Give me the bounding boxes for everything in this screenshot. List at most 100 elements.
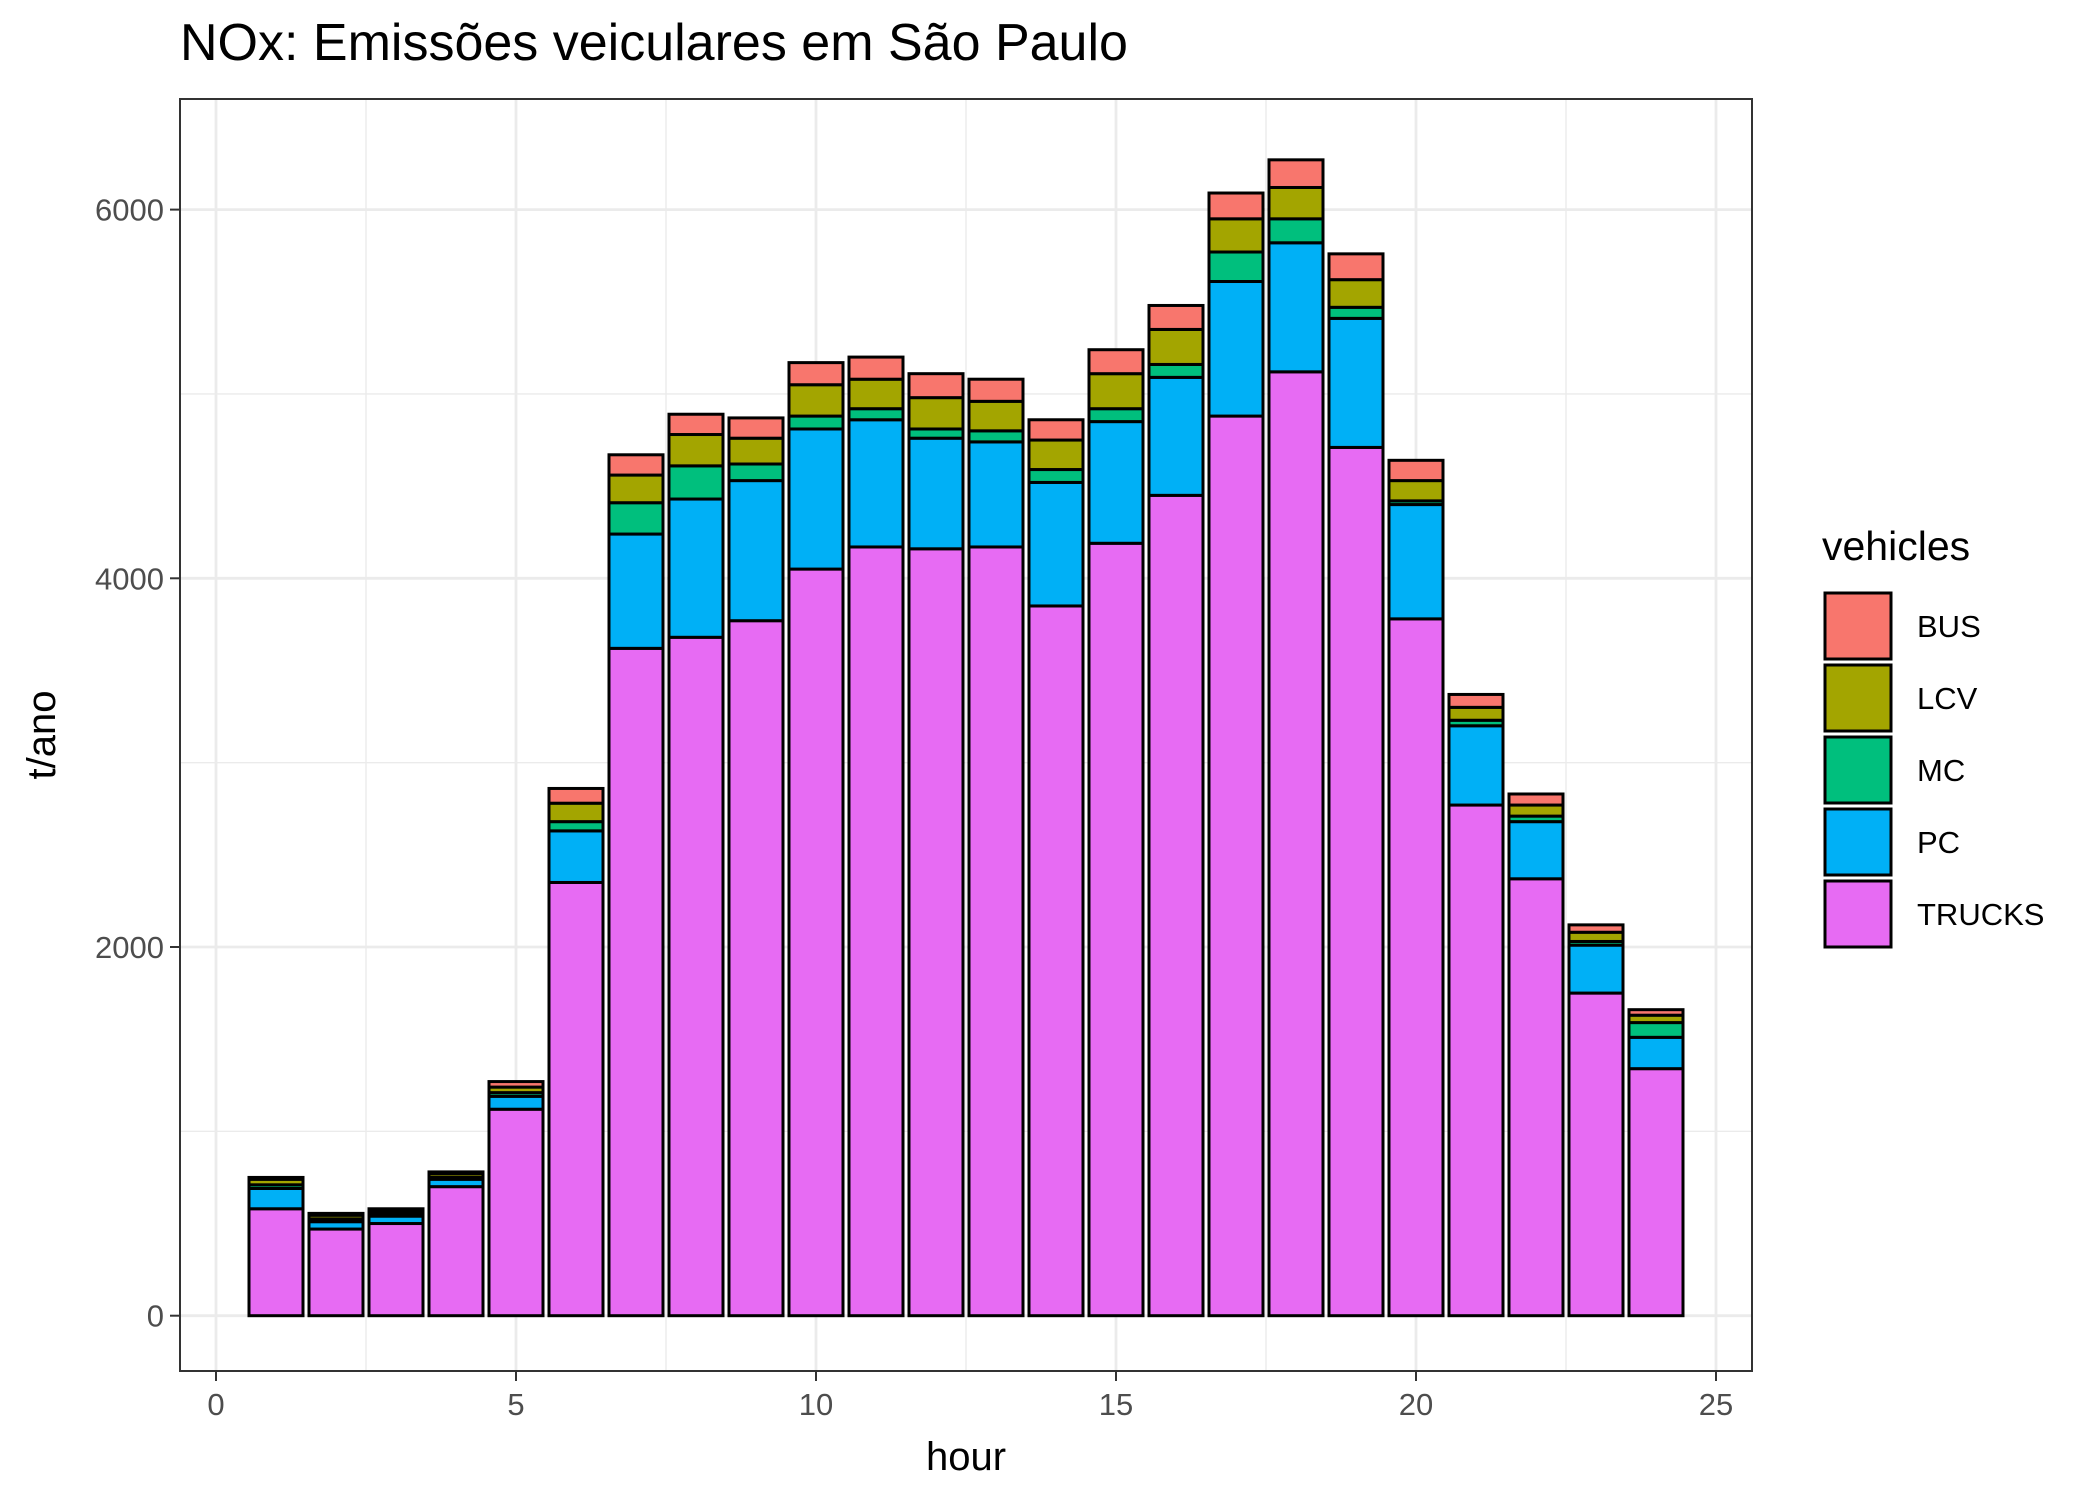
bar-segment-bus <box>1207 191 1265 221</box>
bar-segment-mc <box>787 414 845 431</box>
bar-segment-trucks <box>1027 604 1085 1318</box>
bar-segment-pc <box>1507 820 1565 881</box>
bar-segment-bus <box>307 1211 365 1217</box>
legend-label-mc: MC <box>1917 753 1965 788</box>
bar-segment-bus <box>1387 458 1445 483</box>
bar-segment-bus <box>1267 158 1325 189</box>
bar-segment-bus <box>967 377 1025 403</box>
bar-segment-pc <box>1267 241 1325 374</box>
bar-segment-pc <box>607 532 665 650</box>
legend-label-pc: PC <box>1917 825 1960 860</box>
y-tick-label: 0 <box>147 1299 164 1334</box>
bar-segment-mc <box>1207 250 1265 284</box>
bar-segment-bus <box>667 412 725 437</box>
bar-segment-trucks <box>967 545 1025 1318</box>
bar-segment-mc <box>1327 305 1385 320</box>
bar-segment-pc <box>1447 724 1505 807</box>
bar-segment-pc <box>787 427 845 571</box>
bar-segment-trucks <box>487 1107 545 1318</box>
x-tick-label: 20 <box>1399 1387 1433 1422</box>
bar-segment-pc <box>667 497 725 639</box>
bar-segment-lcv <box>667 433 725 468</box>
bar-segment-mc <box>1027 468 1085 484</box>
bar-segment-mc <box>967 429 1025 444</box>
bar-segment-bus <box>787 361 845 387</box>
bar-segment-bus <box>487 1080 545 1089</box>
bar-segment-trucks <box>787 567 845 1318</box>
bar-segment-trucks <box>847 545 905 1318</box>
bar-segment-bus <box>547 786 605 805</box>
bar-segment-trucks <box>1207 414 1265 1318</box>
bar-segment-trucks <box>1567 991 1625 1318</box>
legend: vehicles BUS LCV MC PC TRUCKS <box>1822 523 2044 949</box>
bar-segment-trucks <box>1387 617 1445 1318</box>
bar-segment-mc <box>727 462 785 483</box>
x-axis: 0 5 10 15 20 25 <box>207 1371 1733 1422</box>
bar-segment-pc <box>1207 280 1265 418</box>
bar-segment-lcv <box>1207 217 1265 254</box>
bar-segment-pc <box>967 440 1025 549</box>
y-tick-label: 2000 <box>95 930 164 965</box>
bar-segment-pc <box>1027 480 1085 608</box>
bar-segment-trucks <box>547 880 605 1318</box>
bar-segment-trucks <box>607 646 665 1318</box>
bar-segment-mc <box>1087 407 1145 424</box>
bar-segment-trucks <box>1507 877 1565 1318</box>
bar-segment-lcv <box>907 396 965 431</box>
bar-segment-trucks <box>247 1207 305 1318</box>
bar-segment-bus <box>1027 418 1085 442</box>
bar-segment-bus <box>247 1175 305 1181</box>
bar-segment-bus <box>1087 348 1145 376</box>
bar-segment-bus <box>847 355 905 381</box>
bar-segment-pc <box>247 1186 305 1211</box>
bar-segment-bus <box>1447 692 1505 709</box>
bar-segment-pc <box>727 479 785 623</box>
bar-segment-trucks <box>1447 803 1505 1318</box>
bar-segment-pc <box>1087 420 1145 545</box>
bar-segment-bus <box>907 372 965 400</box>
bar-segment-pc <box>847 418 905 549</box>
bar-segment-trucks <box>907 547 965 1318</box>
bar-segment-lcv <box>1447 705 1505 722</box>
legend-label-trucks: TRUCKS <box>1917 897 2044 932</box>
bar-segment-lcv <box>547 801 605 824</box>
chart-title: NOx: Emissões veiculares em São Paulo <box>180 14 1128 72</box>
bar-segment-trucks <box>1327 445 1385 1318</box>
bar-segment-mc <box>1627 1021 1685 1039</box>
y-axis-title: t/ano <box>20 691 64 780</box>
bar-segment-pc <box>487 1094 545 1111</box>
bar-segment-bus <box>1147 303 1205 331</box>
x-tick-label: 5 <box>507 1387 524 1422</box>
bar-segment-bus <box>1627 1008 1685 1017</box>
bar-segment-mc <box>1267 217 1325 245</box>
x-tick-label: 0 <box>207 1387 224 1422</box>
bar-segment-trucks <box>1147 493 1205 1318</box>
bar-segment-lcv <box>607 473 665 505</box>
bar-segment-bus <box>1567 923 1625 934</box>
bar-segment-lcv <box>1507 803 1565 818</box>
bar-segment-mc <box>667 464 725 501</box>
legend-label-bus: BUS <box>1917 609 1981 644</box>
bar-segment-pc <box>547 829 605 884</box>
bar-segment-lcv <box>1027 438 1085 472</box>
plot-panel-border <box>179 98 1753 1372</box>
bar-segment-pc <box>1147 375 1205 497</box>
bar-segment-pc <box>907 436 965 551</box>
legend-label-lcv: LCV <box>1917 681 1978 716</box>
bar-segment-bus <box>607 453 665 477</box>
y-tick-label: 6000 <box>95 193 164 228</box>
bar-segment-lcv <box>1387 479 1445 503</box>
bar-segment-trucks <box>367 1222 425 1318</box>
bar-segment-mc <box>847 407 905 422</box>
x-tick-label: 10 <box>799 1387 833 1422</box>
bar-segment-trucks <box>307 1227 365 1318</box>
bar-segment-bus <box>1327 252 1385 282</box>
x-tick-label: 25 <box>1699 1387 1733 1422</box>
bar-segment-bus <box>727 416 785 440</box>
legend-key-trucks <box>1823 879 1893 949</box>
bar-segment-lcv <box>727 436 785 466</box>
legend-title: vehicles <box>1822 523 1970 569</box>
bar-segment-trucks <box>427 1185 485 1318</box>
bar-segment-trucks <box>1267 370 1325 1318</box>
bar-segment-lcv <box>847 377 905 411</box>
